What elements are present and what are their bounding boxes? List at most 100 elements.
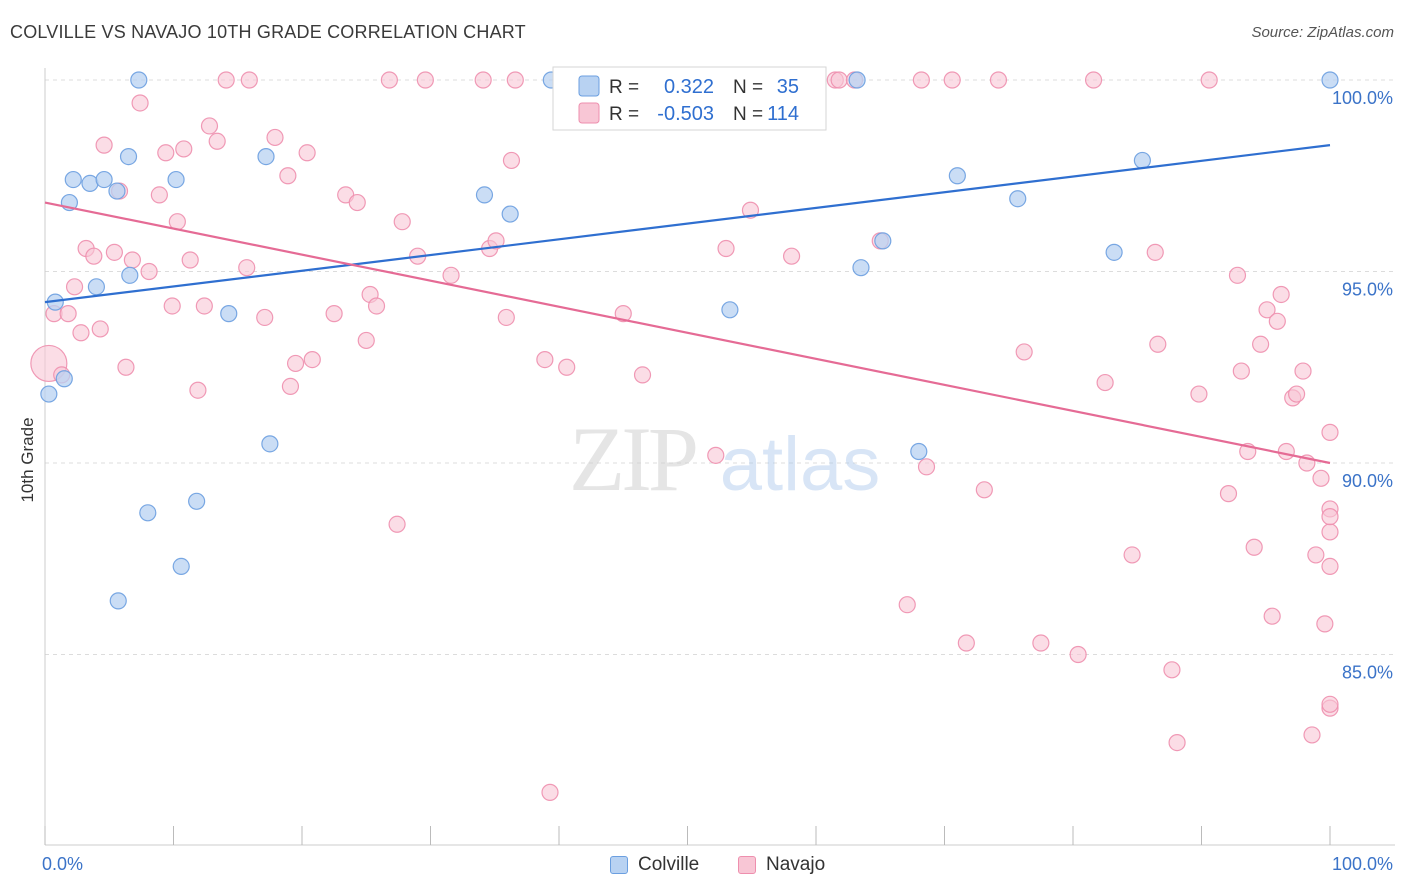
navajo-point[interactable] [150,186,168,204]
colville-point[interactable] [119,148,138,166]
navajo-point[interactable] [266,128,284,147]
navajo-point[interactable] [1312,469,1330,487]
navajo-point[interactable] [1168,733,1186,752]
navajo-point[interactable] [189,381,207,399]
navajo-point[interactable] [367,297,386,315]
colville-point[interactable] [257,148,275,166]
colville-point[interactable] [948,167,966,185]
navajo-point[interactable] [95,136,113,154]
navajo-point[interactable] [1069,645,1087,664]
navajo-point[interactable] [393,213,411,231]
navajo-point[interactable] [85,247,103,265]
navajo-point[interactable] [741,201,760,219]
navajo-point[interactable] [1149,335,1167,353]
navajo-point[interactable] [175,140,193,158]
navajo-point[interactable] [238,259,256,277]
colville-point[interactable] [852,259,870,277]
navajo-point[interactable] [1190,385,1208,403]
navajo-point[interactable] [1294,362,1312,380]
navajo-point[interactable] [1277,442,1295,461]
navajo-point[interactable] [281,377,300,395]
navajo-point[interactable] [105,243,123,261]
navajo-point[interactable] [1287,385,1306,403]
navajo-point[interactable] [497,308,515,327]
navajo-point[interactable] [131,94,149,112]
navajo-point[interactable] [325,305,343,323]
navajo-point[interactable] [541,783,559,801]
colville-point[interactable] [1105,243,1123,261]
navajo-point[interactable] [91,320,109,338]
navajo-point[interactable] [65,278,84,296]
navajo-point[interactable] [502,151,521,170]
colville-point[interactable] [501,205,519,223]
navajo-point[interactable] [217,71,235,89]
navajo-point[interactable] [898,596,916,614]
navajo-point[interactable] [1032,634,1050,652]
navajo-point[interactable] [279,167,297,185]
navajo-point[interactable] [717,239,735,258]
colville-point[interactable] [1321,71,1339,89]
colville-point[interactable] [167,170,185,189]
navajo-point[interactable] [943,71,961,89]
navajo-point[interactable] [1015,343,1033,361]
navajo-point[interactable] [388,515,406,533]
navajo-point[interactable] [614,305,632,323]
navajo-point[interactable] [1321,695,1339,713]
navajo-point[interactable] [1146,243,1164,261]
navajo-point[interactable] [348,193,366,212]
navajo-point[interactable] [1163,661,1181,679]
navajo-point[interactable] [487,232,505,250]
navajo-point[interactable] [782,247,801,265]
navajo-point[interactable] [286,354,305,373]
navajo-point[interactable] [1245,538,1263,556]
navajo-point[interactable] [181,251,199,269]
colville-point[interactable] [220,305,238,323]
navajo-point[interactable] [240,71,258,89]
legend-item-navajo[interactable]: Navajo [738,854,825,876]
navajo-point[interactable] [157,144,175,162]
navajo-point[interactable] [975,481,993,499]
colville-point[interactable] [874,232,892,250]
navajo-point[interactable] [59,305,77,323]
navajo-point[interactable] [163,297,181,315]
navajo-point[interactable] [380,71,398,89]
colville-point[interactable] [475,186,494,204]
colville-point[interactable] [188,492,206,510]
colville-point[interactable] [87,278,106,296]
colville-point[interactable] [108,182,126,200]
navajo-point[interactable] [1321,423,1339,441]
navajo-point[interactable] [1321,557,1339,576]
colville-point[interactable] [55,370,73,388]
colville-point[interactable] [261,435,279,453]
navajo-point[interactable] [1268,312,1286,330]
navajo-point[interactable] [1258,301,1276,319]
colville-point[interactable] [910,442,928,461]
navajo-point[interactable] [1228,266,1247,284]
colville-point[interactable] [121,266,139,284]
navajo-point[interactable] [830,71,848,89]
navajo-point[interactable] [1321,508,1339,526]
navajo-point[interactable] [474,71,492,89]
colville-point[interactable] [139,504,157,522]
navajo-point[interactable] [72,324,90,342]
colville-point[interactable] [40,385,58,403]
navajo-point[interactable] [1096,373,1114,392]
colville-point[interactable] [721,301,739,319]
navajo-point[interactable] [1084,71,1103,89]
navajo-point[interactable] [707,446,725,464]
navajo-point[interactable] [1272,285,1290,304]
navajo-point[interactable] [633,366,652,384]
navajo-point[interactable] [117,358,135,376]
navajo-point[interactable] [506,71,524,89]
navajo-point[interactable] [1307,546,1325,564]
navajo-point[interactable] [1123,546,1141,564]
navajo-point[interactable] [256,308,274,327]
navajo-point[interactable] [416,71,434,89]
colville-point[interactable] [130,71,148,89]
navajo-point[interactable] [989,71,1008,89]
navajo-point[interactable] [558,358,576,376]
navajo-point[interactable] [1321,523,1339,541]
colville-point[interactable] [172,557,190,576]
navajo-point[interactable] [536,350,554,369]
navajo-point[interactable] [123,251,141,269]
